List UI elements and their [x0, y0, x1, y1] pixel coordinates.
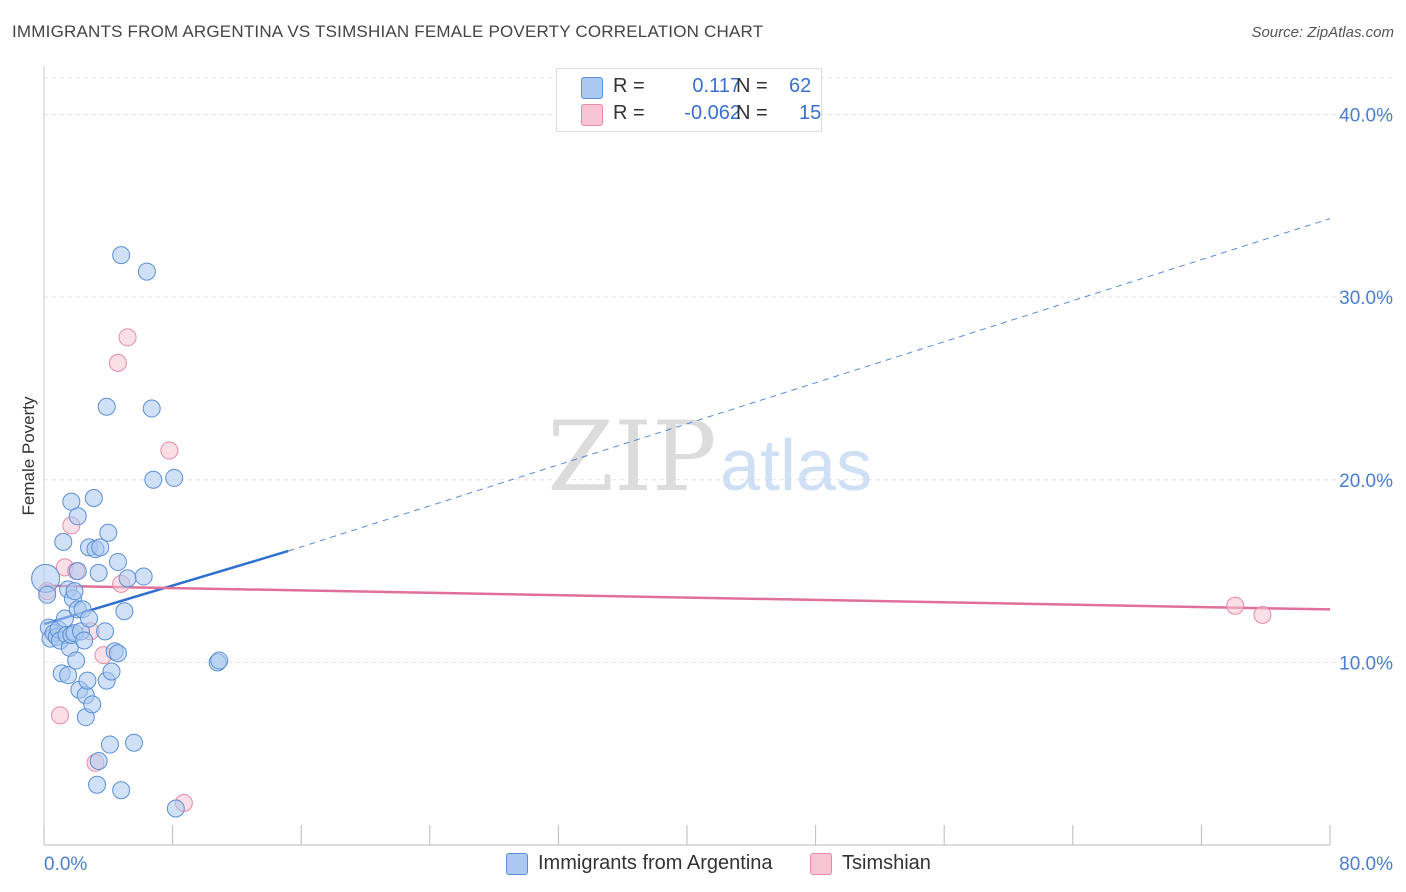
argentina-point	[84, 489, 103, 508]
axes: 10.0% 20.0% 30.0% 40.0%	[43, 66, 1393, 846]
argentina-point	[68, 562, 87, 581]
argentina-point	[38, 585, 57, 604]
argentina-point	[91, 538, 110, 557]
argentina-point	[97, 397, 116, 416]
argentina-point	[210, 651, 229, 670]
tsimshian-point	[1253, 605, 1272, 624]
y-tick-label: 10.0%	[1339, 653, 1393, 674]
tsimshian-point	[160, 441, 179, 460]
legend-label: Tsimshian	[842, 852, 931, 874]
argentina-point	[165, 468, 184, 487]
argentina-point	[108, 644, 127, 663]
n-value: 62	[789, 75, 812, 97]
tsimshian-swatch	[810, 853, 832, 875]
tsimshian-point	[108, 353, 127, 372]
r-value: -0.062	[684, 102, 741, 124]
tsimshian-point	[118, 328, 137, 347]
tsimshian-swatch	[581, 104, 603, 126]
tsimshian-point	[51, 706, 70, 725]
argentina-point	[54, 532, 73, 551]
argentina-point	[83, 695, 102, 714]
y-tick-label: 40.0%	[1339, 106, 1393, 127]
y-tick-label: 30.0%	[1339, 288, 1393, 309]
argentina-point	[89, 563, 108, 582]
argentina-point	[115, 602, 134, 621]
x-tick-max: 80.0%	[1339, 854, 1393, 875]
argentina-point	[88, 775, 107, 794]
argentina-point	[142, 399, 161, 418]
r-label: R =	[613, 75, 645, 97]
watermark-atlas: atlas	[720, 426, 872, 506]
tsimshian-point	[1226, 596, 1245, 615]
argentina-point	[67, 651, 86, 670]
argentina-point	[125, 733, 144, 752]
argentina-point	[102, 662, 121, 681]
argentina-point	[99, 523, 118, 542]
y-tick-label: 20.0%	[1339, 471, 1393, 492]
argentina-point	[166, 799, 185, 818]
argentina-swatch	[581, 77, 603, 99]
argentina-point	[89, 751, 108, 770]
argentina-point	[144, 470, 163, 489]
argentina-point	[68, 507, 87, 526]
argentina-point	[134, 567, 153, 586]
argentina-point	[108, 552, 127, 571]
watermark-zip: ZIP	[547, 401, 716, 513]
watermark: ZIP atlas	[547, 401, 872, 513]
n-label: N =	[736, 102, 768, 124]
tsimshian-trend-line	[43, 584, 1331, 611]
argentina-point	[75, 631, 94, 650]
x-tick-min: 0.0%	[44, 854, 87, 875]
argentina-point	[78, 671, 97, 690]
argentina-point	[59, 666, 78, 685]
argentina-swatch	[506, 853, 528, 875]
argentina-point	[96, 622, 115, 641]
source-label: Source: ZipAtlas.com	[1251, 24, 1394, 41]
argentina-point	[112, 781, 131, 800]
n-label: N =	[736, 75, 768, 97]
argentina-point	[137, 262, 156, 281]
argentina-point	[65, 582, 84, 601]
grid-lines	[44, 77, 1395, 663]
n-value: 15	[799, 102, 822, 124]
r-value: 0.117	[692, 75, 741, 97]
data-points	[31, 246, 1272, 818]
r-label: R =	[613, 102, 645, 124]
correlation-legend: R = 0.117 N = 62 R = -0.062 N = 15	[556, 68, 822, 132]
legend-label: Immigrants from Argentina	[538, 852, 773, 874]
chart-title: IMMIGRANTS FROM ARGENTINA VS TSIMSHIAN F…	[12, 22, 764, 41]
y-axis-label: Female Poverty	[19, 396, 38, 516]
argentina-point	[112, 246, 131, 265]
argentina-point	[80, 609, 99, 628]
argentina-point	[118, 569, 137, 588]
argentina-point	[100, 735, 119, 754]
